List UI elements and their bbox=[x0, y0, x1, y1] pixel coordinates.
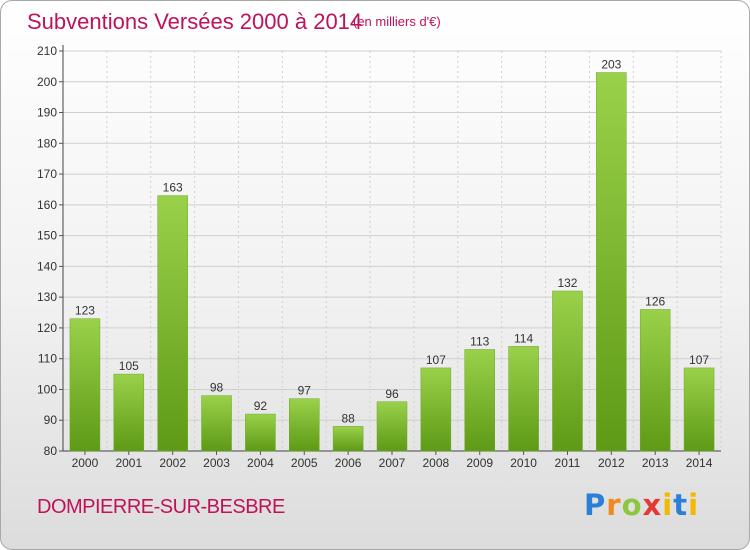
x-tick-label: 2001 bbox=[115, 456, 142, 470]
data-label: 97 bbox=[298, 384, 312, 398]
data-label: 113 bbox=[470, 334, 489, 348]
y-tick-label: 80 bbox=[44, 444, 58, 458]
tick-labels: 8090100110120130140150160170180190200210… bbox=[37, 44, 713, 470]
x-tick-label: 2006 bbox=[335, 456, 362, 470]
y-tick-label: 140 bbox=[37, 259, 57, 273]
x-tick-label: 2014 bbox=[686, 456, 713, 470]
y-tick-label: 210 bbox=[37, 44, 57, 58]
y-tick-label: 120 bbox=[37, 321, 57, 335]
data-label: 107 bbox=[426, 353, 446, 367]
bar bbox=[552, 290, 583, 452]
y-tick-label: 200 bbox=[37, 75, 57, 89]
logo-letter: t bbox=[673, 488, 689, 522]
logo-letter: i bbox=[662, 488, 674, 522]
y-tick-label: 160 bbox=[37, 198, 57, 212]
bar bbox=[596, 72, 627, 452]
logo-letter: r bbox=[606, 488, 622, 522]
data-label: 92 bbox=[254, 399, 268, 413]
bar bbox=[113, 373, 145, 452]
logo-letter: o bbox=[621, 488, 643, 522]
x-tick-label: 2012 bbox=[598, 456, 625, 470]
x-tick-label: 2013 bbox=[642, 456, 669, 470]
x-tick-label: 2000 bbox=[72, 456, 99, 470]
bars bbox=[69, 72, 715, 452]
y-tick-label: 180 bbox=[37, 136, 57, 150]
logo-letter: x bbox=[642, 488, 663, 522]
x-tick-label: 2003 bbox=[203, 456, 230, 470]
x-tick-label: 2007 bbox=[379, 456, 406, 470]
commune-name: DOMPIERRE-SUR-BESBRE bbox=[37, 496, 285, 518]
data-label: 96 bbox=[385, 387, 399, 401]
y-tick-label: 150 bbox=[37, 229, 57, 243]
chart-unit-subtitle: (en milliers d'€) bbox=[353, 14, 441, 29]
bar bbox=[376, 401, 408, 452]
y-tick-label: 170 bbox=[37, 167, 57, 181]
chart-title: Subventions Versées 2000 à 2014 bbox=[27, 9, 363, 34]
proxiti-logo: Proxiti bbox=[584, 488, 699, 522]
y-tick-label: 190 bbox=[37, 106, 57, 120]
bar bbox=[201, 395, 232, 452]
bar bbox=[245, 413, 276, 452]
data-label: 126 bbox=[645, 294, 665, 308]
x-tick-label: 2010 bbox=[510, 456, 537, 470]
data-label: 123 bbox=[75, 304, 95, 318]
y-tick-label: 130 bbox=[37, 290, 57, 304]
y-tick-label: 90 bbox=[44, 413, 58, 427]
data-label: 114 bbox=[514, 331, 533, 345]
logo-letter: i bbox=[688, 488, 700, 522]
data-label: 203 bbox=[601, 58, 621, 72]
bar bbox=[464, 349, 495, 452]
x-tick-label: 2008 bbox=[423, 456, 450, 470]
data-label: 163 bbox=[163, 181, 183, 195]
data-labels: 123 105 163 98 92 97 88 96 107 113 114 132 203 126 107 bbox=[75, 58, 709, 426]
bar bbox=[69, 318, 101, 452]
data-label: 105 bbox=[119, 359, 139, 373]
data-label: 88 bbox=[341, 411, 355, 425]
bar bbox=[683, 367, 715, 452]
x-tick-label: 2004 bbox=[247, 456, 274, 470]
y-tick-label: 110 bbox=[38, 352, 57, 366]
x-tick-label: 2002 bbox=[159, 456, 186, 470]
x-tick-label: 2005 bbox=[291, 456, 318, 470]
logo-letter: P bbox=[584, 488, 607, 522]
data-label: 132 bbox=[557, 276, 577, 290]
bar bbox=[420, 367, 452, 452]
bar bbox=[157, 195, 188, 452]
y-tick-label: 100 bbox=[37, 382, 57, 396]
bar bbox=[289, 398, 320, 452]
data-label: 107 bbox=[689, 353, 709, 367]
bar bbox=[332, 426, 364, 452]
x-tick-label: 2009 bbox=[466, 456, 493, 470]
bar bbox=[639, 309, 671, 452]
data-label: 98 bbox=[210, 381, 224, 395]
x-tick-label: 2011 bbox=[555, 456, 581, 470]
bar bbox=[508, 346, 539, 452]
